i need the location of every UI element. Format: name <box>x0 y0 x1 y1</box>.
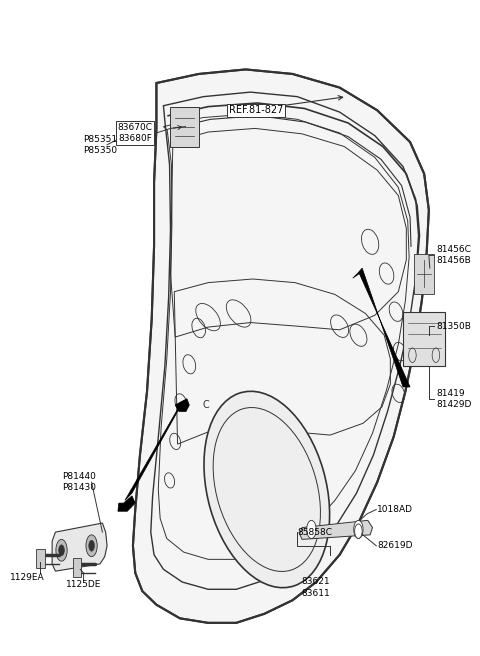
Text: C: C <box>203 400 209 410</box>
Text: P85351
P85350: P85351 P85350 <box>84 134 118 155</box>
Text: 1018AD: 1018AD <box>377 505 413 514</box>
Text: 83621
83611: 83621 83611 <box>302 577 331 598</box>
Text: 83670C
83680F: 83670C 83680F <box>118 123 153 143</box>
Text: 1129EA: 1129EA <box>10 573 45 582</box>
Text: P81440
P81430: P81440 P81430 <box>62 472 96 492</box>
FancyBboxPatch shape <box>403 312 445 366</box>
Text: 81350B: 81350B <box>436 321 471 331</box>
Circle shape <box>354 520 363 539</box>
Text: 81419
81429D: 81419 81429D <box>436 389 471 409</box>
Text: REF.81-827: REF.81-827 <box>229 105 284 115</box>
Text: 81456C
81456B: 81456C 81456B <box>436 245 471 266</box>
Circle shape <box>355 524 362 539</box>
FancyBboxPatch shape <box>170 107 199 146</box>
Polygon shape <box>133 70 429 623</box>
Circle shape <box>307 520 316 539</box>
FancyBboxPatch shape <box>414 254 434 293</box>
FancyBboxPatch shape <box>36 549 45 567</box>
Polygon shape <box>118 496 135 511</box>
Circle shape <box>59 545 64 556</box>
Polygon shape <box>125 401 184 501</box>
Text: 82619D: 82619D <box>377 541 413 550</box>
Circle shape <box>86 535 97 557</box>
Circle shape <box>56 539 67 561</box>
Text: 1125DE: 1125DE <box>66 580 101 589</box>
Polygon shape <box>175 399 189 411</box>
Polygon shape <box>300 520 372 539</box>
Circle shape <box>89 541 95 551</box>
Text: 85858C: 85858C <box>297 527 332 537</box>
Ellipse shape <box>204 391 330 588</box>
Polygon shape <box>52 523 107 571</box>
Polygon shape <box>353 268 410 387</box>
FancyBboxPatch shape <box>73 558 81 577</box>
